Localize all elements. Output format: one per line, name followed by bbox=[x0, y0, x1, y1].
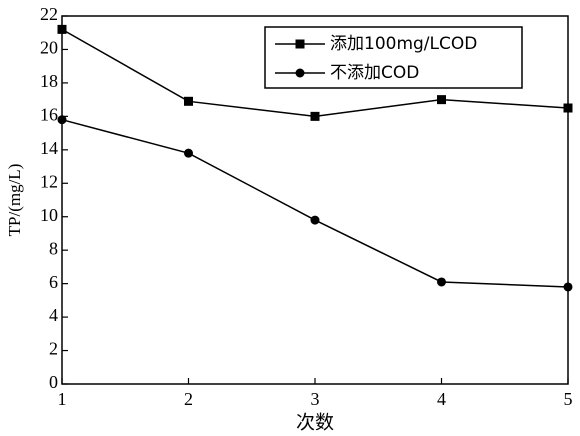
y-axis-label: TP/(mg/L) bbox=[5, 164, 24, 237]
legend-marker bbox=[295, 39, 305, 49]
x-tick-label: 5 bbox=[564, 389, 573, 409]
marker bbox=[57, 115, 67, 125]
y-tick-label: 22 bbox=[40, 4, 58, 24]
y-tick-label: 16 bbox=[40, 104, 58, 124]
x-tick-label: 4 bbox=[437, 389, 446, 409]
marker bbox=[184, 96, 193, 106]
marker bbox=[310, 215, 320, 225]
y-tick-label: 8 bbox=[49, 238, 58, 258]
marker bbox=[563, 103, 573, 113]
legend-marker bbox=[295, 68, 305, 78]
x-tick-label: 2 bbox=[184, 389, 193, 409]
y-tick-label: 14 bbox=[40, 138, 58, 158]
y-tick-label: 6 bbox=[49, 272, 58, 292]
legend-box bbox=[264, 26, 523, 89]
marker bbox=[563, 282, 573, 292]
marker bbox=[437, 95, 446, 105]
legend-label: 不添加COD bbox=[330, 63, 419, 83]
x-tick-label: 1 bbox=[58, 389, 67, 409]
y-tick-label: 0 bbox=[49, 372, 58, 392]
y-tick-label: 12 bbox=[40, 171, 58, 191]
marker bbox=[310, 111, 320, 121]
marker bbox=[184, 148, 193, 158]
x-tick-label: 3 bbox=[311, 389, 320, 409]
x-axis-label: 次数 bbox=[296, 412, 334, 434]
y-tick-label: 4 bbox=[49, 305, 58, 325]
series-line bbox=[61, 118, 569, 288]
y-tick-label: 18 bbox=[40, 71, 58, 91]
y-tick-label: 20 bbox=[40, 38, 58, 58]
marker bbox=[57, 24, 67, 34]
marker bbox=[437, 277, 446, 287]
legend-label: 添加100mg/LCOD bbox=[330, 34, 477, 54]
y-tick-label: 10 bbox=[40, 205, 58, 225]
y-tick-label: 2 bbox=[49, 339, 58, 359]
